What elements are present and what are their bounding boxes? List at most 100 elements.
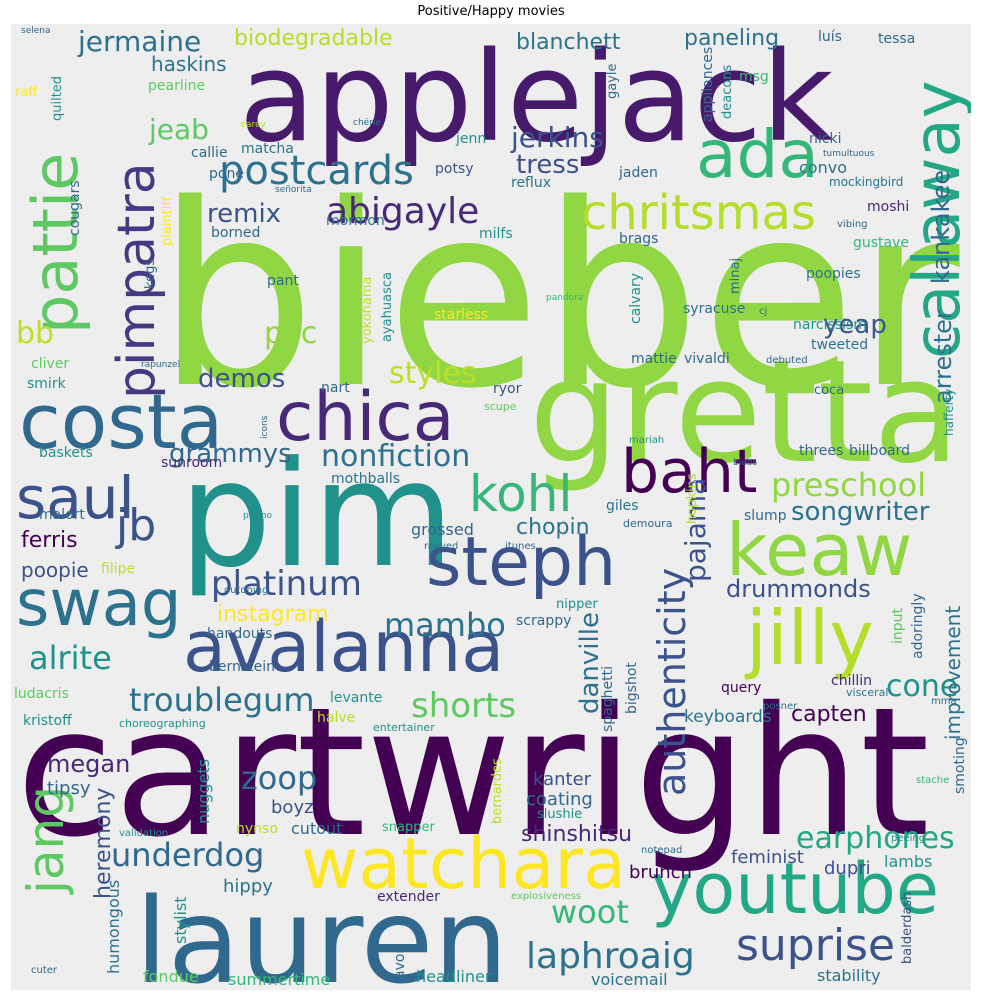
word-halve: halve xyxy=(317,710,356,726)
word-baht: baht xyxy=(621,437,758,507)
word-nonfiction: nonfiction xyxy=(321,439,471,474)
word-stylist: stylist xyxy=(171,896,190,944)
word-suprise: suprise xyxy=(736,920,896,971)
word-cuter: cuter xyxy=(31,965,58,976)
word-tessa: tessa xyxy=(878,31,916,47)
word-chica: chica xyxy=(276,378,455,457)
word-matcha: matcha xyxy=(241,141,294,157)
word-dupri: dupri xyxy=(824,858,871,879)
word-yokohama: yokohama xyxy=(360,276,375,344)
word-convo: convo xyxy=(799,158,847,177)
word-outdoing: outdoing xyxy=(224,585,269,596)
word-scrappy: scrappy xyxy=(516,613,572,629)
word-raff: raff xyxy=(15,85,38,100)
word-haskins: haskins xyxy=(151,52,227,76)
word-notepad: notepad xyxy=(641,845,683,856)
word-pant: pant xyxy=(267,273,299,289)
word-boyz: boyz xyxy=(271,797,314,818)
word-tress: tress xyxy=(516,150,580,180)
word-chérie: chérie xyxy=(353,118,381,128)
word-threes: threes xyxy=(799,443,844,459)
word-validation: validation xyxy=(119,828,169,839)
word-vivaldi: vivaldi xyxy=(684,351,730,367)
word-appliances: appliances xyxy=(700,46,716,122)
word-alrite: alrite xyxy=(29,639,112,677)
word-nuggets: nuggets xyxy=(194,758,213,824)
word-pearline: pearline xyxy=(148,78,206,94)
word-gretta: gretta xyxy=(529,330,961,495)
word-bernstein: bernstein xyxy=(209,659,276,675)
word-vibing: vibing xyxy=(837,219,868,230)
word-instagram: instagram xyxy=(217,602,329,627)
word-drummonds: drummonds xyxy=(726,575,871,603)
word-shorts: shorts xyxy=(411,686,517,726)
word-mockingbird: mockingbird xyxy=(829,175,904,189)
word-styles: styles xyxy=(389,356,477,391)
word-poopie: poopie xyxy=(21,558,89,582)
word-señorita: señorita xyxy=(275,185,312,195)
word-chillin: chillin xyxy=(831,673,873,689)
word-lambs: lambs xyxy=(884,852,933,871)
word-pim: pim xyxy=(179,430,455,600)
word-authenticity: authenticity xyxy=(650,567,694,796)
word-pandora: pandora xyxy=(546,293,584,303)
word-blanchett: blanchett xyxy=(516,30,621,55)
word-bigshot: bigshot xyxy=(624,662,640,714)
word-mattie: mattie xyxy=(631,351,677,367)
word-ayahuasca: ayahuasca xyxy=(380,272,395,342)
word-megan: megan xyxy=(47,750,131,778)
word-debuted: debuted xyxy=(766,355,808,366)
word-carey: carey xyxy=(241,120,266,130)
word-biodegradable: biodegradable xyxy=(234,26,393,51)
word-borned: borned xyxy=(211,225,261,241)
word-jilly: jilly xyxy=(746,594,874,682)
word-nynso: nynso xyxy=(236,821,278,837)
word-cutout: cutout xyxy=(291,819,343,838)
word-pvc: pvc xyxy=(264,316,318,351)
word-smirk: smirk xyxy=(27,376,66,392)
word-potsy: potsy xyxy=(435,161,474,177)
word-minaj: minaj xyxy=(728,257,743,294)
word-reflux: reflux xyxy=(511,175,552,191)
word-baskets: baskets xyxy=(39,445,93,461)
word-stability: stability xyxy=(817,966,881,985)
word-youtube: youtube xyxy=(651,848,939,930)
word-cone: cone xyxy=(886,669,959,704)
word-nipper: nipper xyxy=(556,597,598,612)
word-jang: jang xyxy=(17,786,75,894)
word-rapunzel: rapunzel xyxy=(141,360,181,370)
word-jermaine: jermaine xyxy=(78,25,202,58)
word-chritsmas: chritsmas xyxy=(581,185,816,241)
word-brags: brags xyxy=(619,231,659,247)
word-nart: nart xyxy=(321,380,350,396)
word-fondue: fondue xyxy=(143,967,199,986)
word-watchara: watchara xyxy=(301,823,627,905)
word-capten: capten xyxy=(791,702,867,727)
word-keaw: keaw xyxy=(726,508,913,592)
word-songwriter: songwriter xyxy=(791,497,930,527)
word-msg: msg xyxy=(739,69,769,85)
word-selena: selena xyxy=(21,26,51,36)
word-entertainer: entertainer xyxy=(373,721,435,734)
word-plaintiff: plaintiff xyxy=(160,196,175,246)
word-milfs: milfs xyxy=(479,226,513,242)
word-grammys: grammys xyxy=(169,439,292,469)
word-nicki: nicki xyxy=(809,131,842,147)
word-input: input xyxy=(890,607,906,644)
word-snapper: snapper xyxy=(382,820,435,835)
word-adoringly: adoringly xyxy=(910,593,926,659)
word-cliver: cliver xyxy=(31,356,70,372)
word-coating: coating xyxy=(526,789,593,810)
word-postcards: postcards xyxy=(219,148,414,194)
word-scupe: scupe xyxy=(484,400,517,413)
word-ada: ada xyxy=(696,116,819,193)
word-callie: callie xyxy=(191,145,228,161)
word-moshi: moshi xyxy=(867,199,910,215)
word-preschool: preschool xyxy=(771,466,927,504)
word-cartwright: cartwright xyxy=(16,669,930,876)
word-gayle: gayle xyxy=(605,63,620,99)
word-handouts: handouts xyxy=(207,626,273,642)
word-hippy: hippy xyxy=(223,876,273,897)
word-levante: levante xyxy=(330,690,383,706)
word-query: query xyxy=(721,680,762,696)
